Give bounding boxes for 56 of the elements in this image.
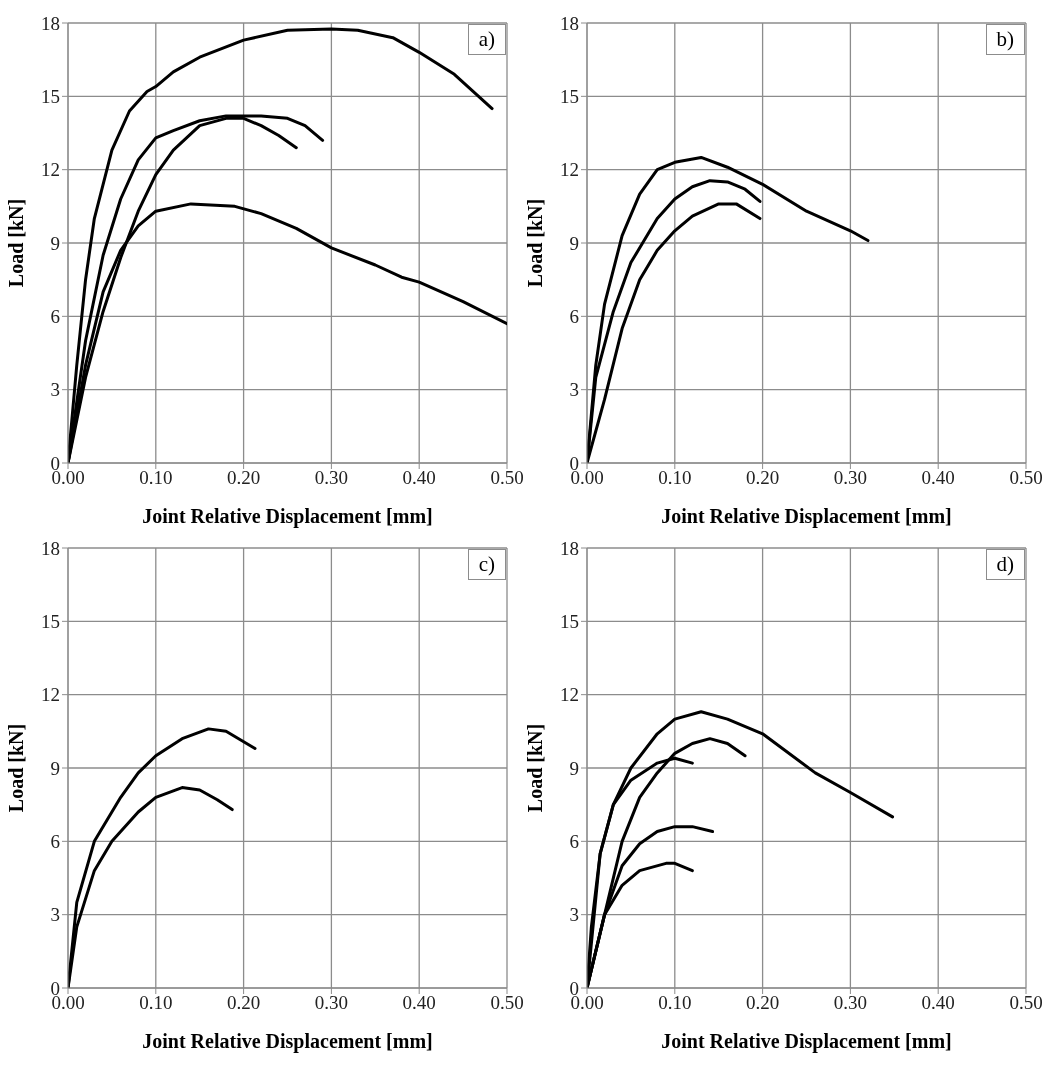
x-tick-label: 0.30: [314, 467, 349, 489]
y-axis-title: Load [kN]: [5, 723, 28, 813]
y-tick-label: 6: [569, 831, 579, 853]
x-axis-title: Joint Relative Displacement [mm]: [661, 1030, 952, 1053]
x-tick-label: 0.40: [921, 467, 955, 489]
y-tick-label: 6: [50, 831, 60, 853]
x-tick-label: 0.30: [833, 992, 868, 1014]
chart-title: c): [467, 549, 506, 580]
y-tick-label: 12: [560, 684, 579, 706]
x-tick-label: 0.40: [402, 467, 436, 489]
y-tick-label: 6: [50, 306, 60, 328]
x-axis-title: Joint Relative Displacement [mm]: [661, 505, 952, 528]
y-tick-label: 18: [41, 12, 60, 34]
x-tick-label: 0.30: [833, 467, 868, 489]
x-tick-label: 0.20: [745, 992, 780, 1014]
x-axis-title: Joint Relative Displacement [mm]: [142, 1030, 433, 1053]
y-tick-label: 6: [569, 306, 579, 328]
y-tick-label: 12: [41, 684, 60, 706]
x-tick-label: 0.30: [314, 992, 349, 1014]
y-tick-label: 18: [560, 537, 579, 559]
x-tick-label: 0.50: [1009, 992, 1043, 1014]
y-tick-label: 3: [569, 379, 579, 401]
chart-title: b): [985, 24, 1025, 55]
x-tick-label: 0.10: [658, 467, 692, 489]
x-tick-label: 0.20: [226, 467, 261, 489]
x-tick-label: 0.20: [745, 467, 780, 489]
y-tick-label: 15: [560, 611, 579, 633]
chart-title: a): [467, 24, 506, 55]
chart-title: d): [985, 549, 1025, 580]
y-tick-label: 3: [50, 904, 60, 926]
x-tick-label: 0.10: [139, 992, 173, 1014]
x-tick-label: 0.50: [1009, 467, 1043, 489]
y-axis-title: Load [kN]: [5, 198, 28, 288]
y-axis-title: Load [kN]: [524, 198, 547, 288]
y-tick-label: 18: [560, 12, 579, 34]
y-tick-label: 9: [50, 757, 60, 779]
y-tick-label: 3: [569, 904, 579, 926]
x-tick-label: 0.20: [226, 992, 261, 1014]
y-tick-label: 9: [569, 232, 579, 254]
x-tick-label: 0.10: [139, 467, 173, 489]
y-tick-label: 15: [560, 86, 579, 108]
x-axis-title: Joint Relative Displacement [mm]: [142, 505, 433, 528]
y-axis-title: Load [kN]: [524, 723, 547, 813]
x-tick-label: 0.40: [921, 992, 955, 1014]
x-tick-label: 0.40: [402, 992, 436, 1014]
y-tick-label: 12: [560, 159, 579, 181]
x-tick-label: 0.10: [658, 992, 692, 1014]
y-tick-label: 3: [50, 379, 60, 401]
y-tick-label: 15: [41, 86, 60, 108]
y-tick-label: 9: [569, 757, 579, 779]
y-tick-label: 18: [41, 537, 60, 559]
y-tick-label: 12: [41, 159, 60, 181]
y-tick-label: 9: [50, 232, 60, 254]
x-tick-label: 0.50: [490, 992, 524, 1014]
y-tick-label: 15: [41, 611, 60, 633]
x-tick-label: 0.50: [490, 467, 524, 489]
